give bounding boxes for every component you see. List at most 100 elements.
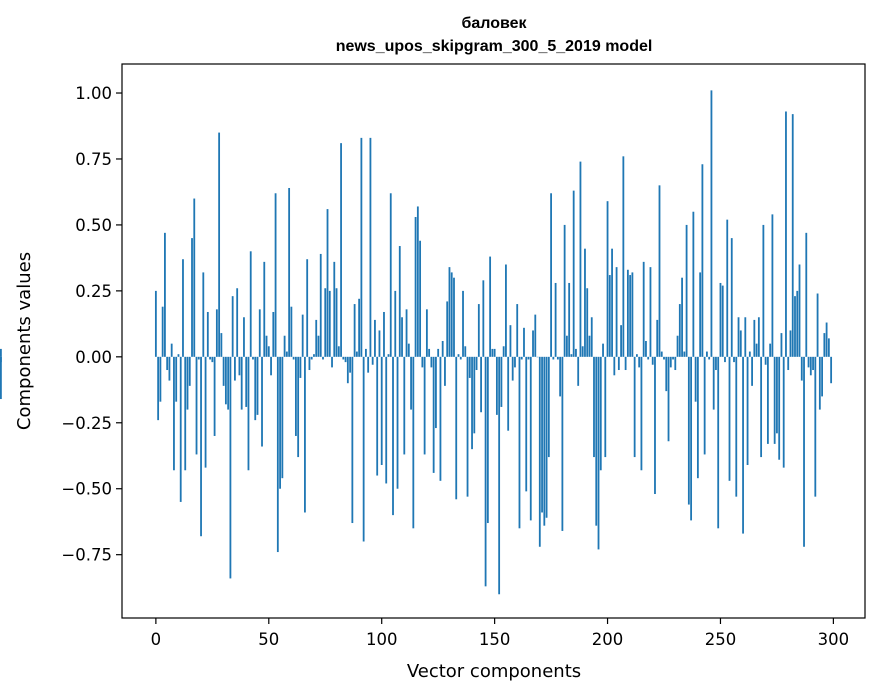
bar	[215, 309, 218, 357]
bar	[351, 356, 354, 524]
bar	[177, 354, 180, 357]
bar	[261, 356, 263, 447]
bar	[392, 356, 394, 516]
bar	[324, 288, 327, 357]
bar	[622, 156, 625, 357]
bar	[346, 356, 349, 384]
y-tick-label: 0.25	[75, 282, 112, 301]
bar	[283, 335, 286, 357]
bar	[249, 251, 252, 357]
bar	[534, 314, 537, 357]
bar	[161, 306, 164, 357]
bar	[495, 356, 498, 415]
y-tick-label: 0.50	[75, 216, 112, 235]
bar	[645, 341, 647, 357]
bar	[613, 356, 616, 376]
bar	[236, 288, 239, 357]
bar	[450, 272, 453, 357]
bar	[220, 333, 223, 357]
bar	[640, 356, 643, 471]
bar	[396, 356, 399, 489]
bar	[760, 356, 763, 458]
bar	[276, 356, 279, 553]
bar	[281, 356, 284, 479]
bar	[243, 317, 245, 357]
bar	[428, 348, 431, 357]
bar	[448, 267, 451, 357]
bar	[398, 246, 401, 357]
bar	[385, 356, 388, 484]
bar	[681, 277, 683, 357]
bar	[757, 317, 760, 357]
bar	[667, 356, 670, 442]
bar	[590, 317, 593, 357]
bar	[556, 356, 559, 360]
bar	[394, 290, 397, 357]
bar	[319, 253, 322, 357]
bar	[626, 269, 629, 357]
y-axis: −0.75 −0.50 −0.25 0.00 0.25 0.50 0.75 1.00	[61, 84, 122, 565]
bar	[660, 351, 663, 357]
bar	[730, 238, 733, 357]
x-axis: 0 50 100 150 200 250 300	[151, 618, 850, 649]
bar	[455, 356, 458, 500]
bar	[572, 190, 575, 357]
bar	[766, 356, 769, 444]
bar	[502, 346, 505, 357]
bar	[317, 335, 320, 357]
bar	[798, 264, 801, 357]
bar	[491, 348, 494, 357]
bar	[611, 248, 613, 357]
bar	[687, 356, 690, 505]
bar	[484, 356, 487, 587]
bar	[272, 311, 275, 357]
bar	[355, 351, 358, 357]
bar	[825, 322, 828, 357]
bar	[258, 309, 261, 357]
bar	[231, 296, 234, 357]
bar	[821, 356, 823, 397]
bar	[209, 356, 211, 360]
bar	[776, 356, 778, 434]
bar	[593, 356, 595, 458]
bar	[568, 282, 571, 357]
bar	[547, 356, 550, 458]
bar	[313, 354, 315, 357]
bar	[432, 356, 435, 473]
bar	[509, 325, 512, 357]
bar	[170, 343, 173, 357]
bar	[337, 346, 340, 357]
x-tick-label: 300	[818, 630, 850, 649]
bar	[374, 319, 376, 357]
bar	[498, 356, 501, 595]
bar	[322, 356, 324, 360]
bar	[288, 187, 291, 357]
bar	[306, 259, 309, 357]
bar	[173, 356, 175, 471]
bar	[827, 338, 830, 357]
bar	[342, 356, 345, 360]
bar	[301, 314, 304, 357]
bar	[486, 356, 489, 524]
bar	[437, 348, 440, 357]
x-tick-label: 200	[592, 630, 624, 649]
x-tick-label: 50	[258, 630, 279, 649]
bar	[532, 330, 534, 357]
bar	[685, 224, 688, 357]
y-tick-label: 0.00	[75, 348, 112, 367]
bar	[234, 356, 236, 381]
bar	[421, 356, 424, 368]
bar	[678, 304, 681, 357]
bar	[213, 356, 216, 436]
bar	[353, 304, 356, 357]
bar	[489, 256, 492, 357]
bar	[751, 356, 753, 386]
bar	[416, 206, 419, 357]
bar	[414, 217, 417, 357]
bar	[435, 356, 437, 429]
bar	[771, 214, 774, 357]
bar	[229, 356, 232, 579]
bar	[154, 290, 157, 357]
x-tick-label: 100	[366, 630, 398, 649]
